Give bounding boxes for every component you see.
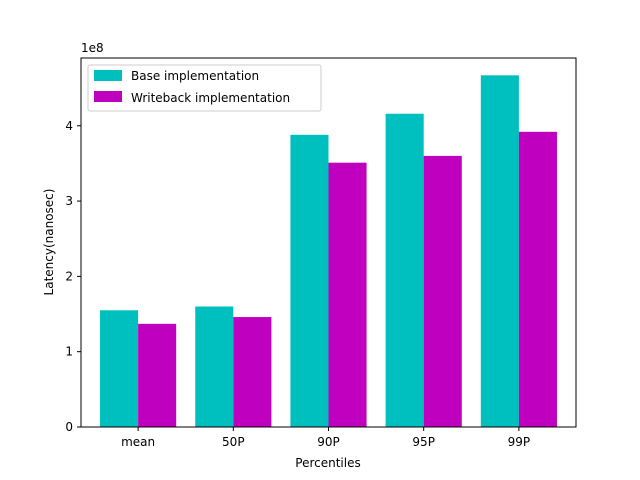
x-tick-label: 99P	[508, 435, 531, 449]
x-tick-label: 50P	[222, 435, 245, 449]
bar-base-90p	[290, 134, 329, 427]
bars-group	[100, 75, 557, 428]
x-ticks-group: mean 50P 90P 95P 99P	[121, 427, 530, 449]
x-axis-label: Percentiles	[295, 456, 360, 470]
y-multiplier-label: 1e8	[81, 41, 104, 55]
bar-base-50p	[195, 306, 234, 427]
x-tick-label: 95P	[412, 435, 435, 449]
bar-writeback-mean	[138, 323, 177, 427]
y-tick-label: 3	[65, 194, 73, 208]
bar-writeback-99p	[518, 131, 557, 428]
bar-writeback-50p	[233, 317, 272, 427]
y-ticks-group: 0 1 2 3 4	[65, 119, 81, 434]
legend-swatch-base	[94, 70, 122, 81]
bar-base-99p	[480, 75, 519, 427]
plot-frame	[80, 57, 577, 428]
bar-base-mean	[100, 310, 139, 427]
legend-swatch-writeback	[94, 91, 122, 102]
y-tick-label: 4	[65, 119, 73, 133]
legend-label-base: Base implementation	[131, 69, 259, 83]
y-tick-label: 2	[65, 269, 73, 283]
y-axis-label: Latency(nanosec)	[42, 189, 56, 296]
x-tick-label: 90P	[317, 435, 340, 449]
bar-writeback-95p	[423, 155, 462, 427]
bar-base-95p	[385, 113, 424, 427]
legend-label-writeback: Writeback implementation	[131, 91, 290, 105]
y-tick-label: 1	[65, 345, 73, 359]
bar-writeback-90p	[328, 162, 367, 427]
legend: Base implementation Writeback implementa…	[87, 64, 322, 112]
x-tick-label: mean	[121, 435, 155, 449]
legend-box	[87, 64, 322, 112]
y-tick-label: 0	[65, 420, 73, 434]
